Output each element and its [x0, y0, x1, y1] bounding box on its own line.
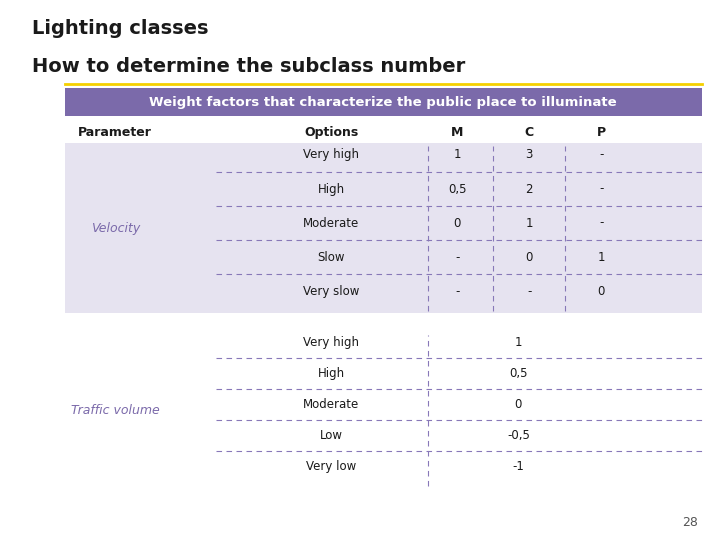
Text: Lighting classes: Lighting classes [32, 19, 209, 38]
Text: 1: 1 [454, 148, 461, 161]
Text: Very low: Very low [306, 460, 356, 472]
Text: 1: 1 [598, 251, 605, 264]
Text: How to determine the subclass number: How to determine the subclass number [32, 57, 466, 76]
Text: -1: -1 [513, 460, 524, 472]
Text: 0,5: 0,5 [509, 367, 528, 380]
Text: 28: 28 [683, 516, 698, 529]
Text: Weight factors that characterize the public place to illuminate: Weight factors that characterize the pub… [149, 96, 617, 109]
Text: Moderate: Moderate [303, 217, 359, 230]
Text: C: C [525, 126, 534, 139]
Text: 1: 1 [526, 217, 533, 230]
Text: Traffic volume: Traffic volume [71, 404, 160, 417]
Text: -: - [599, 183, 603, 195]
Text: 3: 3 [526, 148, 533, 161]
Text: -: - [455, 285, 459, 298]
Text: 2: 2 [526, 183, 533, 195]
Text: Very high: Very high [303, 336, 359, 349]
Text: -: - [599, 217, 603, 230]
Text: -: - [527, 285, 531, 298]
Text: 1: 1 [515, 336, 522, 349]
Text: 0: 0 [526, 251, 533, 264]
Text: High: High [318, 367, 345, 380]
FancyBboxPatch shape [65, 88, 702, 116]
Text: Slow: Slow [318, 251, 345, 264]
Text: M: M [451, 126, 464, 139]
Text: Parameter: Parameter [78, 126, 152, 139]
Text: -: - [599, 148, 603, 161]
Text: -0,5: -0,5 [507, 429, 530, 442]
Text: 0: 0 [454, 217, 461, 230]
Text: Very slow: Very slow [303, 285, 359, 298]
Text: Very high: Very high [303, 148, 359, 161]
Text: High: High [318, 183, 345, 195]
Text: 0: 0 [515, 398, 522, 411]
Text: 0: 0 [598, 285, 605, 298]
Text: 0,5: 0,5 [448, 183, 467, 195]
FancyBboxPatch shape [65, 143, 702, 313]
Text: -: - [455, 251, 459, 264]
Text: P: P [597, 126, 606, 139]
Text: Low: Low [320, 429, 343, 442]
Text: Options: Options [304, 126, 359, 139]
Text: Velocity: Velocity [91, 221, 140, 235]
Text: Moderate: Moderate [303, 398, 359, 411]
